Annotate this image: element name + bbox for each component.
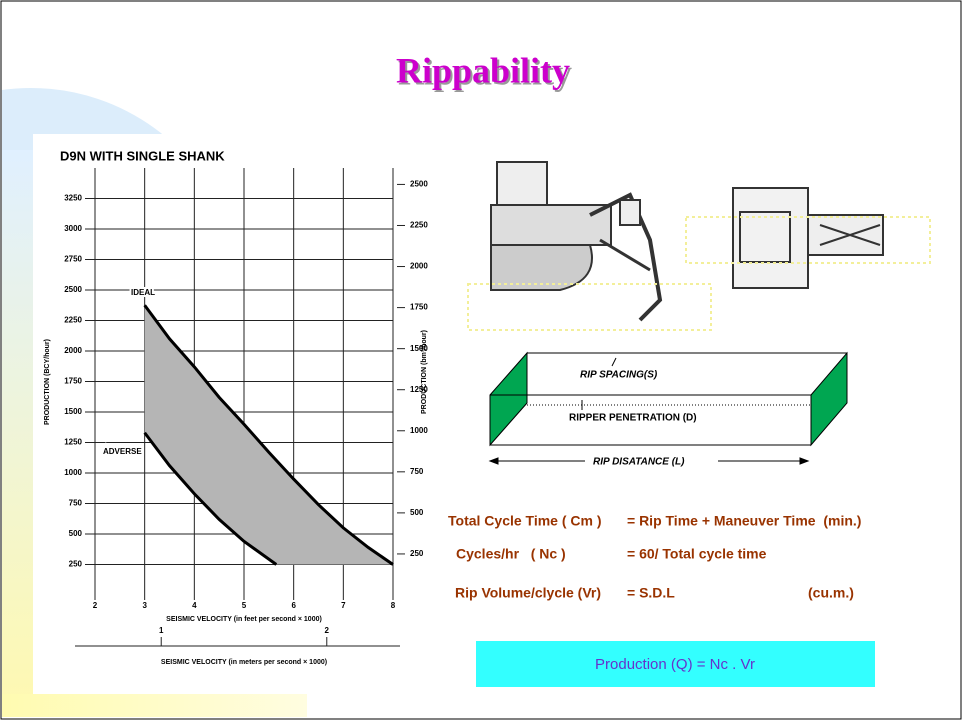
- y-tick-label: 750: [69, 499, 83, 508]
- y2-tick-label: 1500: [410, 344, 428, 353]
- x-tick-label: 8: [391, 601, 396, 610]
- x-tick-label: 5: [242, 601, 247, 610]
- chart-title: D9N WITH SINGLE SHANK: [60, 148, 225, 163]
- equation-right: = Rip Time + Maneuver Time (min.): [627, 513, 861, 529]
- rip-box: [488, 351, 848, 465]
- equation-left: Total Cycle Time ( Cm ): [448, 513, 602, 529]
- y-tick-label: 2000: [64, 346, 82, 355]
- diagram-label: RIP DISATANCE (L): [593, 457, 685, 468]
- y2-tick-label: 750: [410, 467, 424, 476]
- x-axis-label: SEISMIC VELOCITY (in feet per second × 1…: [166, 616, 322, 623]
- x2-axis-label: SEISMIC VELOCITY (in meters per second ×…: [161, 659, 327, 666]
- y-tick-label: 2500: [64, 285, 82, 294]
- chart-panel: [33, 134, 463, 694]
- x2-tick-label: 2: [325, 626, 330, 635]
- y-tick-label: 1250: [64, 438, 82, 447]
- y-tick-label: 3250: [64, 194, 82, 203]
- x-tick-label: 6: [291, 601, 296, 610]
- diagram-label: RIPPER PENETRATION (D): [569, 413, 697, 424]
- equation-right: = S.D.L: [627, 585, 675, 601]
- equation-left: Cycles/hr ( Nc ): [456, 546, 566, 562]
- y2-tick-label: 1750: [410, 303, 428, 312]
- title-shadow: Rippability: [398, 52, 572, 92]
- y-tick-label: 3000: [64, 224, 82, 233]
- chart: D9N WITH SINGLE SHANK2505007501000125015…: [44, 148, 429, 665]
- x2-tick-label: 1: [159, 626, 164, 635]
- y2-tick-label: 500: [410, 508, 424, 517]
- y2-tick-label: 250: [410, 549, 424, 558]
- highlight-box: [467, 283, 712, 331]
- series-label: IDEAL: [131, 288, 155, 297]
- diagram-label: RIP SPACING(S): [580, 370, 658, 381]
- x-tick-label: 2: [93, 601, 98, 610]
- y2-tick-label: 1000: [410, 426, 428, 435]
- formula: Production (Q) = Nc . Vr: [595, 656, 755, 673]
- y-tick-label: 1000: [64, 468, 82, 477]
- x-tick-label: 3: [142, 601, 147, 610]
- series-line: [143, 304, 394, 566]
- band: [144, 305, 393, 565]
- x-tick-label: 7: [341, 601, 346, 610]
- y-tick-label: 1750: [64, 377, 82, 386]
- y2-tick-label: 2250: [410, 221, 428, 230]
- y2-axis-label: PRODUCTION (bm³/hour): [421, 330, 428, 414]
- decor: [2, 694, 307, 717]
- y2-tick-label: 1250: [410, 385, 428, 394]
- equation-right: = 60/ Total cycle time: [627, 546, 767, 562]
- y-axis-label: PRODUCTION (BCY/hour): [44, 339, 51, 425]
- equation-unit: (cu.m.): [808, 585, 854, 601]
- x-tick-label: 4: [192, 601, 197, 610]
- y-tick-label: 250: [69, 560, 83, 569]
- dozer-top: [732, 187, 884, 289]
- y-tick-label: 500: [69, 529, 83, 538]
- y-tick-label: 2250: [64, 316, 82, 325]
- dozer-side: [490, 161, 663, 322]
- formula-box: [476, 641, 875, 687]
- y-tick-label: 1500: [64, 407, 82, 416]
- y-tick-label: 2750: [64, 255, 82, 264]
- highlight-box: [685, 216, 931, 264]
- decor: [2, 150, 34, 717]
- y2-tick-label: 2500: [410, 180, 428, 189]
- series-label: IDEAL: [131, 288, 155, 297]
- equation-left: Rip Volume/clycle (Vr): [455, 585, 601, 601]
- title: Rippability: [396, 50, 570, 90]
- series-label: ADVERSE: [103, 447, 142, 456]
- y2-tick-label: 2000: [410, 262, 428, 271]
- series-line: [143, 431, 278, 566]
- series-label: ADVERSE: [103, 447, 142, 456]
